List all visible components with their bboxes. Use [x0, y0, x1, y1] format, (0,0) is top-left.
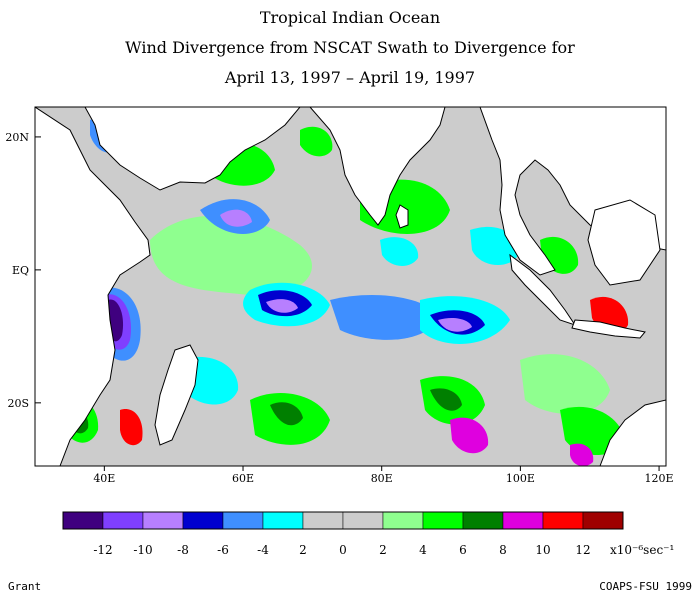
colorbar-label-5: 2 — [299, 543, 307, 557]
colorbar-swatch-13 — [582, 511, 624, 530]
lat-tick-label-2: 20S — [7, 397, 29, 410]
map-field — [35, 107, 666, 466]
colorbar-label-10: 8 — [499, 543, 507, 557]
colorbar-swatch-5 — [262, 511, 304, 530]
colorbar-swatch-11 — [502, 511, 544, 530]
colorbar-swatch-1 — [102, 511, 144, 530]
colorbar-swatch-12 — [542, 511, 584, 530]
colorbar-label-2: -8 — [177, 543, 189, 557]
colorbar-label-0: -12 — [93, 543, 112, 557]
colorbar-swatch-2 — [142, 511, 184, 530]
colorbar-label-1: -10 — [133, 543, 152, 557]
colorbar-swatch-8 — [382, 511, 424, 530]
lon-tick-label-0: 40E — [93, 472, 115, 485]
colorbar-label-7: 2 — [379, 543, 387, 557]
colorbar-labels: -12 -10 -8 -6 -4 2 0 2 4 6 8 10 12 — [93, 543, 590, 557]
lat-tick-label-1: EQ — [12, 264, 29, 277]
latitude-ticks: 20N EQ 20S — [5, 131, 41, 410]
land-masses — [35, 107, 666, 466]
lat-tick-label-0: 20N — [5, 131, 29, 144]
colorbar-border — [62, 511, 624, 530]
colorbar — [62, 511, 624, 530]
colorbar-swatch-3 — [182, 511, 224, 530]
title-line-1: Tropical Indian Ocean — [259, 8, 441, 27]
footer-right: COAPS-FSU 1999 — [599, 580, 692, 593]
longitude-ticks: 40E 60E 80E 100E 120E — [93, 466, 674, 485]
colorbar-unit: x10⁻⁶sec⁻¹ — [610, 543, 674, 557]
colorbar-swatch-4 — [222, 511, 264, 530]
colorbar-label-8: 4 — [419, 543, 427, 557]
colorbar-label-6: 0 — [339, 543, 347, 557]
colorbar-label-11: 10 — [535, 543, 550, 557]
colorbar-swatch-0 — [62, 511, 104, 530]
lon-tick-label-2: 80E — [371, 472, 393, 485]
colorbar-label-3: -6 — [217, 543, 229, 557]
footer-left: Grant — [8, 580, 42, 593]
map-frame — [34, 106, 667, 467]
colorbar-swatch-7 — [342, 511, 384, 530]
colorbar-swatch-9 — [422, 511, 464, 530]
colorbar-label-12: 12 — [575, 543, 590, 557]
colorbar-swatch-6 — [302, 511, 344, 530]
title-line-2: Wind Divergence from NSCAT Swath to Dive… — [125, 38, 575, 57]
lon-tick-label-1: 60E — [232, 472, 254, 485]
divergence-patches — [60, 114, 661, 466]
colorbar-label-9: 6 — [459, 543, 467, 557]
lon-tick-label-4: 120E — [645, 472, 674, 485]
lon-tick-label-3: 100E — [506, 472, 535, 485]
title-line-3: April 13, 1997 – April 19, 1997 — [224, 68, 476, 87]
colorbar-label-4: -4 — [257, 543, 269, 557]
colorbar-swatch-10 — [462, 511, 504, 530]
